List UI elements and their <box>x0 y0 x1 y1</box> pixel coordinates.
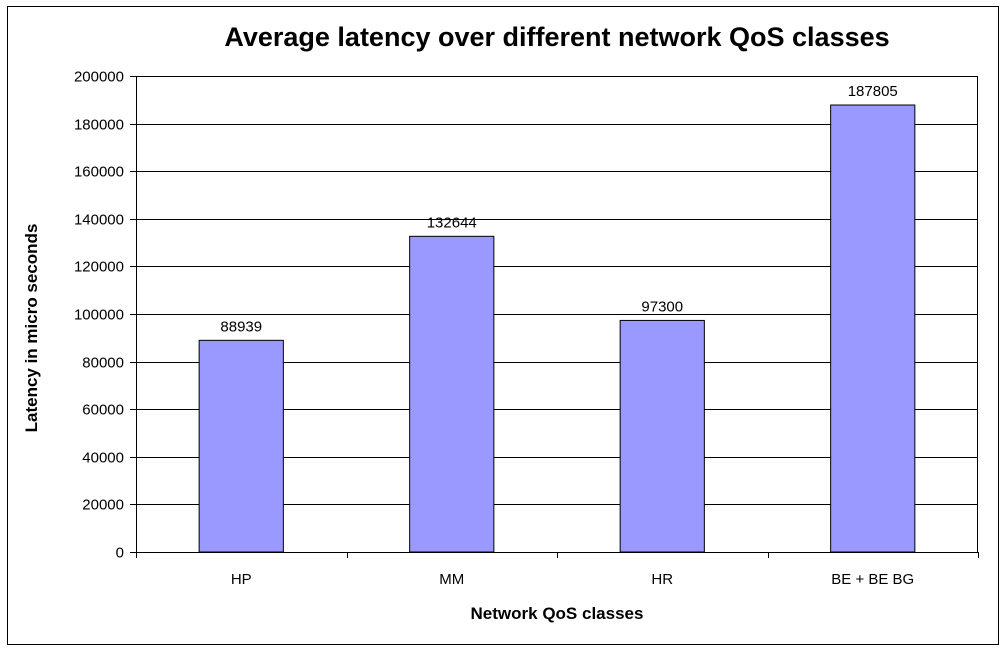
bar <box>619 319 705 553</box>
data-labels: 88939 132644 97300 187805 <box>220 83 897 335</box>
data-label: 132644 <box>427 214 477 231</box>
x-tick-label: HP <box>231 571 252 588</box>
x-tick-label: MM <box>439 571 464 588</box>
bar <box>198 339 284 553</box>
x-axis-title: Network QoS classes <box>471 604 644 623</box>
y-tick-label: 100000 <box>74 307 124 324</box>
y-tick-label: 160000 <box>74 164 124 181</box>
x-tick-label: BE + BE BG <box>831 571 914 588</box>
y-tick-label: 140000 <box>74 212 124 229</box>
y-tick-label: 180000 <box>74 117 124 134</box>
y-axis-title: Latency in micro seconds <box>22 224 41 433</box>
y-tick-label: 20000 <box>82 497 124 514</box>
bar <box>409 235 495 553</box>
y-tick-label: 80000 <box>82 355 124 372</box>
y-tick-label: 120000 <box>74 259 124 276</box>
y-tick-labels: 0 20000 40000 60000 80000 100000 120000 140000 1… <box>74 69 124 562</box>
axes <box>130 76 979 558</box>
bar <box>830 104 916 553</box>
data-label: 187805 <box>848 83 898 100</box>
y-tick-label: 60000 <box>82 402 124 419</box>
y-tick-label: 40000 <box>82 450 124 467</box>
chart-title: Average latency over different network Q… <box>224 22 889 52</box>
data-label: 88939 <box>220 318 262 335</box>
x-tick-label: HR <box>651 571 673 588</box>
y-tick-label: 200000 <box>74 69 124 86</box>
y-tick-label: 0 <box>116 545 124 562</box>
data-label: 97300 <box>641 298 683 315</box>
x-tick-labels: HP MM HR BE + BE BG <box>231 571 914 588</box>
